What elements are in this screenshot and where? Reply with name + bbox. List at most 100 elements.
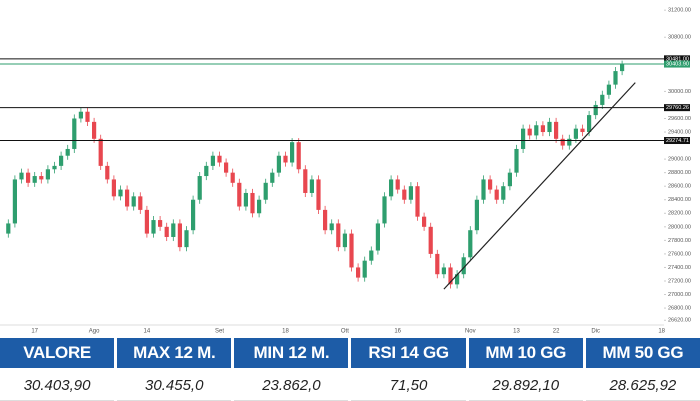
candle-body	[560, 138, 565, 146]
candle-body	[191, 199, 196, 231]
candle-body	[349, 233, 354, 268]
header-cell: RSI 14 GG	[351, 338, 466, 368]
candle-body	[441, 267, 446, 275]
level-label: 30403.90	[666, 62, 689, 68]
candle-body	[375, 223, 380, 251]
candle-body	[144, 209, 149, 234]
candle-body	[395, 179, 400, 190]
candle-body	[488, 179, 493, 190]
candle-body	[250, 192, 255, 214]
candle-body	[422, 216, 427, 227]
level-tag	[664, 60, 690, 68]
candle-body	[270, 172, 275, 183]
value-cell: 23.862,0	[234, 370, 349, 401]
x-tick-label: Nov	[465, 329, 476, 335]
candle-body	[32, 176, 37, 183]
candle-body	[296, 142, 301, 170]
x-tick-label: Ago	[89, 329, 100, 335]
candle-body	[369, 250, 374, 261]
candle-body	[230, 172, 235, 183]
candle-body	[408, 186, 413, 200]
candle-body	[204, 165, 209, 177]
y-tick-label: 31200.00	[668, 8, 691, 14]
header-cell: MAX 12 M.	[117, 338, 232, 368]
candle-body	[428, 226, 433, 254]
candle-body	[573, 128, 578, 139]
y-tick-label: 29000.00	[668, 157, 691, 163]
value-cell: 71,50	[351, 370, 466, 401]
candle-body	[547, 121, 552, 133]
candle-body	[415, 186, 420, 217]
candle-body	[237, 182, 242, 207]
x-tick-label: 18	[658, 329, 665, 335]
candle-body	[98, 138, 103, 166]
x-tick-label: Dic	[591, 329, 600, 335]
candle-body	[85, 111, 90, 122]
candle-body	[481, 179, 486, 200]
candle-body	[197, 176, 202, 200]
candle-body	[448, 267, 453, 285]
candle-body	[125, 189, 130, 207]
value-cell: 30.403,90	[0, 370, 115, 401]
y-tick-label: 27600.00	[668, 251, 691, 257]
level-tag	[664, 55, 690, 63]
candle-body	[382, 196, 387, 224]
candle-body	[435, 253, 440, 275]
candle-body	[461, 257, 466, 275]
candle-body	[39, 176, 44, 180]
candle-body	[210, 155, 215, 166]
chart: 31200.00 30800.00 30000.00 29600.00 29400.00…	[0, 8, 691, 335]
candle-body	[131, 196, 136, 207]
y-tick-label: 27800.00	[668, 238, 691, 244]
y-tick-label: 28800.00	[668, 170, 691, 176]
candle-body	[52, 165, 57, 170]
header-cell: MM 50 GG	[585, 338, 700, 368]
y-tick-label: 28200.00	[668, 211, 691, 217]
candle-body	[111, 179, 116, 197]
candle-body	[474, 199, 479, 231]
candle-body	[45, 169, 50, 180]
candle-body	[243, 192, 248, 207]
candle-body	[158, 220, 163, 227]
candle-body	[171, 223, 176, 237]
candle-body	[105, 165, 110, 180]
candle-body	[540, 125, 545, 133]
candle-body	[72, 118, 77, 149]
y-tick-label: 26620.00	[668, 318, 691, 324]
x-tick-label: 13	[513, 329, 520, 335]
candle-body	[309, 179, 314, 193]
candle-body	[534, 125, 539, 136]
level-tag	[664, 137, 690, 145]
candle-body	[177, 223, 182, 248]
candle-body	[224, 162, 229, 173]
y-tick-label: 27200.00	[668, 278, 691, 284]
candle-body	[263, 182, 268, 200]
candle-body	[455, 274, 460, 285]
y-tick-label: 28600.00	[668, 184, 691, 190]
header-cell: VALORE	[0, 338, 115, 368]
candle-body	[356, 267, 361, 278]
candle-body	[257, 199, 262, 214]
candle-body	[6, 223, 11, 234]
candle-body	[606, 84, 611, 95]
candle-body	[554, 121, 559, 139]
header-cell: MM 10 GG	[468, 338, 583, 368]
candle-body	[587, 115, 592, 133]
stats-table: VALORE MAX 12 M. MIN 12 M. RSI 14 GG MM 10 G…	[0, 338, 700, 401]
candle-body	[501, 186, 506, 200]
candle-body	[92, 121, 97, 139]
candle-body	[613, 71, 618, 85]
candle-body	[303, 169, 308, 193]
candle-body	[514, 148, 519, 173]
candle-body	[19, 172, 24, 180]
candle-body	[389, 179, 394, 197]
value-cell: 29.892,10	[468, 370, 583, 401]
candle-body	[164, 226, 169, 237]
y-tick-label: 30000.00	[668, 89, 691, 95]
y-tick-label: 28400.00	[668, 197, 691, 203]
candle-body	[118, 189, 123, 197]
candle-body	[323, 209, 328, 231]
candle-body	[494, 189, 499, 200]
x-tick-label: 22	[553, 329, 560, 335]
